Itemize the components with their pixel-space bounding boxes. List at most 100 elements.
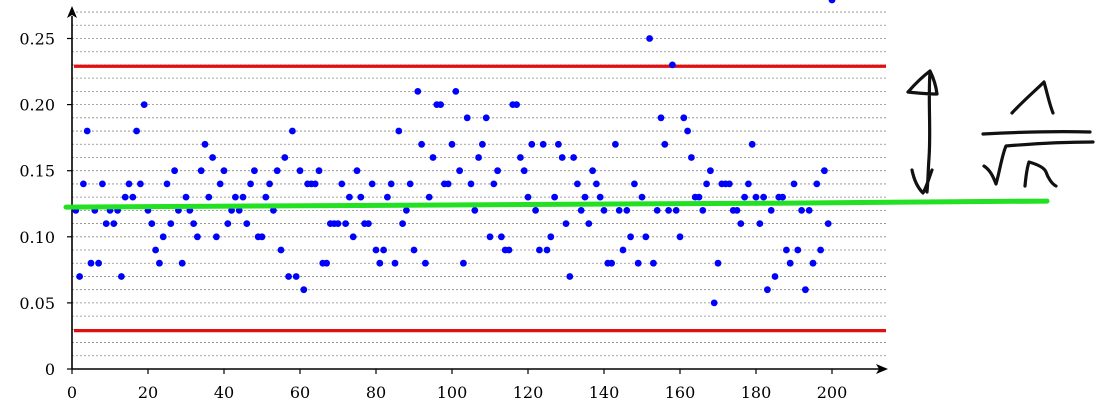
data-point bbox=[277, 246, 285, 254]
data-point bbox=[247, 180, 255, 188]
data-point bbox=[513, 101, 520, 108]
data-point bbox=[376, 259, 384, 267]
data-point bbox=[285, 273, 292, 280]
data-point bbox=[152, 246, 160, 254]
data-point bbox=[615, 207, 623, 214]
data-point bbox=[551, 193, 558, 201]
data-point bbox=[539, 140, 547, 148]
data-point bbox=[216, 180, 224, 188]
data-point bbox=[577, 207, 585, 214]
data-point bbox=[479, 140, 486, 148]
y-tick-label: 0.10 bbox=[19, 228, 55, 247]
data-point bbox=[224, 220, 232, 228]
data-point bbox=[395, 127, 403, 135]
data-point bbox=[619, 246, 627, 254]
data-point bbox=[695, 193, 703, 201]
data-point bbox=[760, 193, 767, 201]
data-point bbox=[243, 220, 251, 228]
data-point bbox=[349, 233, 357, 241]
data-point bbox=[745, 180, 752, 188]
data-point bbox=[805, 207, 813, 214]
data-point bbox=[289, 127, 296, 135]
data-point bbox=[524, 193, 532, 201]
data-point bbox=[422, 259, 429, 267]
data-point bbox=[570, 154, 577, 161]
data-point bbox=[665, 207, 672, 214]
data-point bbox=[672, 207, 680, 214]
data-point bbox=[182, 193, 190, 201]
data-point bbox=[444, 180, 452, 188]
data-point bbox=[262, 193, 270, 201]
data-point bbox=[661, 140, 669, 148]
data-point bbox=[824, 220, 832, 228]
data-point bbox=[232, 193, 239, 201]
data-point bbox=[642, 233, 650, 241]
data-point bbox=[707, 167, 714, 175]
data-point bbox=[585, 220, 593, 228]
data-point bbox=[726, 180, 733, 188]
data-point bbox=[460, 259, 467, 267]
y-tick-label: 0.25 bbox=[19, 30, 55, 49]
y-axis-arrow bbox=[67, 6, 77, 18]
data-point bbox=[121, 193, 129, 201]
data-point bbox=[311, 180, 319, 188]
data-point bbox=[581, 193, 589, 201]
data-point bbox=[437, 101, 444, 108]
data-point bbox=[102, 220, 110, 228]
data-point bbox=[490, 180, 498, 188]
axis-ticks: 0 20 40 60 80 100 120 140 160 180 200 0 0.05 0.10 0.15… bbox=[19, 30, 847, 403]
x-tick-label: 60 bbox=[290, 383, 310, 402]
data-point bbox=[156, 259, 163, 267]
data-point bbox=[194, 233, 201, 241]
data-point bbox=[201, 140, 209, 148]
data-point bbox=[456, 167, 463, 175]
data-point bbox=[342, 220, 349, 228]
data-point bbox=[790, 180, 798, 188]
data-point bbox=[171, 167, 179, 175]
data-point bbox=[786, 259, 794, 267]
data-point bbox=[300, 286, 308, 294]
data-point bbox=[566, 273, 574, 280]
data-point bbox=[669, 61, 676, 69]
data-point bbox=[657, 114, 665, 122]
data-point bbox=[589, 167, 596, 175]
data-point bbox=[281, 154, 289, 161]
data-point bbox=[296, 167, 304, 175]
data-point bbox=[125, 180, 133, 188]
data-point bbox=[809, 259, 817, 267]
data-point bbox=[558, 154, 566, 161]
data-point bbox=[148, 220, 156, 228]
data-point bbox=[596, 193, 604, 201]
data-point bbox=[137, 180, 144, 188]
x-tick-label: 200 bbox=[817, 383, 848, 402]
data-point bbox=[365, 220, 372, 228]
data-point bbox=[771, 273, 779, 280]
data-point bbox=[486, 233, 494, 241]
data-point bbox=[517, 154, 524, 161]
data-point bbox=[532, 207, 539, 214]
data-point bbox=[650, 259, 657, 267]
data-point bbox=[197, 167, 205, 175]
data-point bbox=[220, 167, 228, 175]
data-point bbox=[798, 207, 805, 214]
data-point bbox=[384, 193, 391, 201]
data-point bbox=[608, 259, 615, 267]
data-point bbox=[251, 167, 258, 175]
data-point bbox=[353, 167, 361, 175]
data-point bbox=[406, 180, 414, 188]
data-point bbox=[270, 207, 277, 214]
data-point bbox=[813, 180, 821, 188]
data-point bbox=[631, 180, 638, 188]
data-point bbox=[110, 220, 118, 228]
data-point bbox=[802, 286, 809, 294]
data-point bbox=[817, 246, 824, 254]
data-point bbox=[372, 246, 380, 254]
x-tick-label: 140 bbox=[589, 383, 620, 402]
data-point bbox=[266, 180, 273, 188]
data-point bbox=[273, 167, 281, 175]
data-point bbox=[140, 101, 148, 108]
data-point bbox=[258, 233, 266, 241]
x-tick-label: 0 bbox=[67, 383, 77, 402]
x-axis-arrow bbox=[876, 364, 888, 374]
